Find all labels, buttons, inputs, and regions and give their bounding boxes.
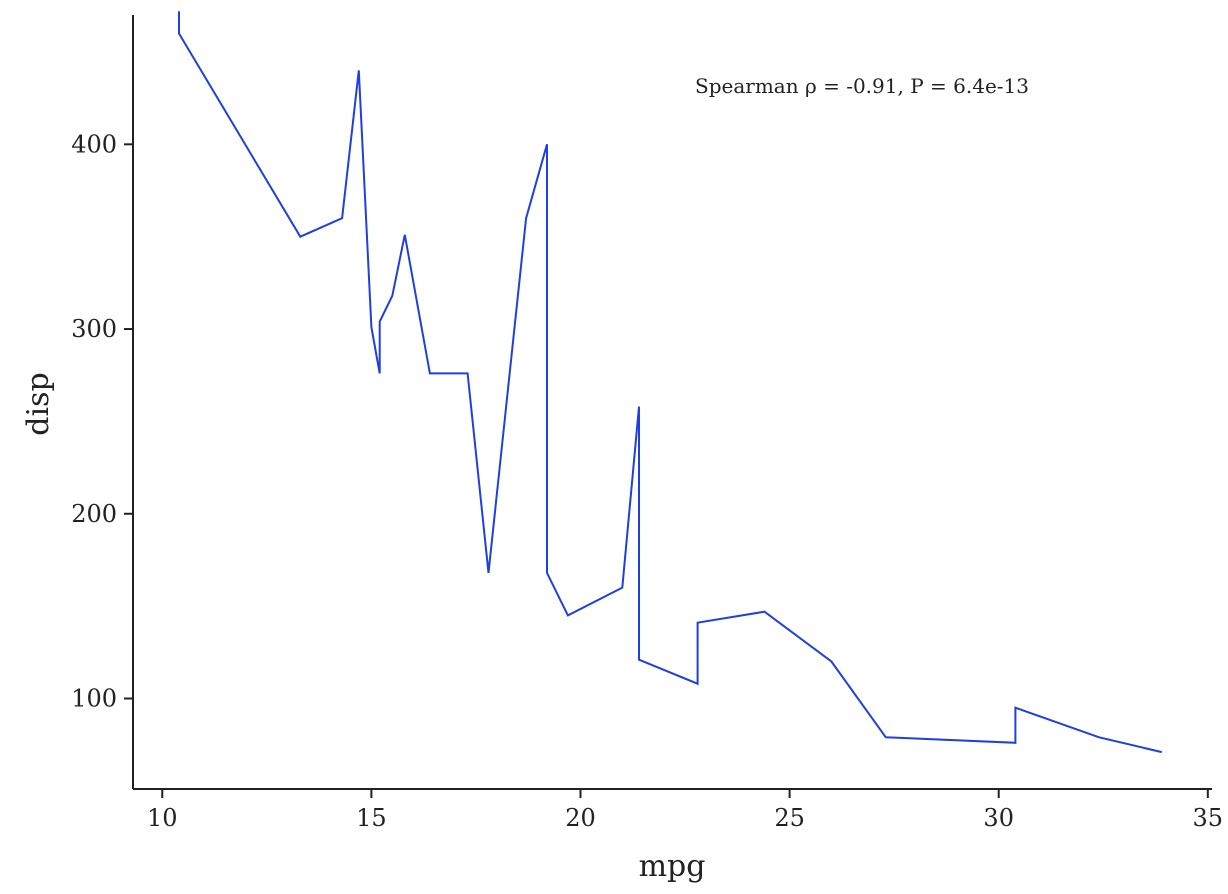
- y-tick-label: 200: [71, 500, 117, 528]
- y-tick-label: 400: [71, 130, 117, 158]
- y-axis-title: disp: [21, 372, 56, 435]
- x-tick-label: 15: [356, 804, 387, 832]
- x-tick-label: 35: [1193, 804, 1224, 832]
- x-tick-label: 30: [983, 804, 1014, 832]
- x-tick-label: 25: [774, 804, 805, 832]
- y-ticks: 100 200 300 400: [71, 130, 133, 712]
- data-line: [178, 11, 1163, 754]
- y-tick-label: 300: [71, 315, 117, 343]
- x-tick-label: 10: [147, 804, 178, 832]
- x-axis-title: mpg: [639, 849, 706, 884]
- x-ticks: 10 15 20 25 30 35: [147, 789, 1223, 832]
- x-tick-label: 20: [565, 804, 596, 832]
- spearman-annotation: Spearman ρ = -0.91, P = 6.4e-13: [695, 74, 1029, 98]
- y-tick-label: 100: [71, 684, 117, 712]
